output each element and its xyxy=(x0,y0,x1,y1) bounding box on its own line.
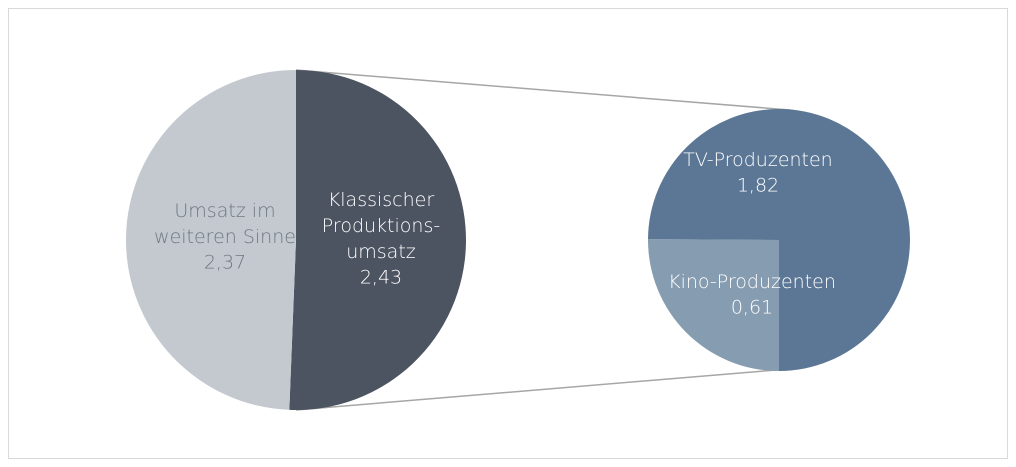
pie-slice xyxy=(289,70,467,411)
slice-label: Umsatz im weiteren Sinne xyxy=(154,200,296,248)
connector xyxy=(295,369,777,411)
connector xyxy=(295,69,791,111)
value-label: 1,82 xyxy=(737,175,779,197)
value-label: 2,37 xyxy=(204,252,246,274)
value-label: 2,43 xyxy=(360,267,402,289)
pie-slice xyxy=(126,70,297,410)
label-line: umsatz xyxy=(346,241,416,263)
pie-slice xyxy=(648,109,910,371)
label-line: Klassischer xyxy=(328,189,435,211)
label-line: weiteren Sinne xyxy=(154,226,296,248)
slice-label: TV-Produzenten xyxy=(683,149,832,171)
label-line: Produktions- xyxy=(322,215,440,237)
label-line: TV-Produzenten xyxy=(683,149,832,171)
label-line: Umsatz im xyxy=(174,200,275,222)
slice-label: Kino-Produzenten xyxy=(668,271,836,293)
slice-label: Klassischer Produktions-umsatz xyxy=(322,189,440,263)
pie-slice xyxy=(648,239,779,371)
value-label: 0,61 xyxy=(731,297,773,319)
label-line: Kino-Produzenten xyxy=(668,271,836,293)
